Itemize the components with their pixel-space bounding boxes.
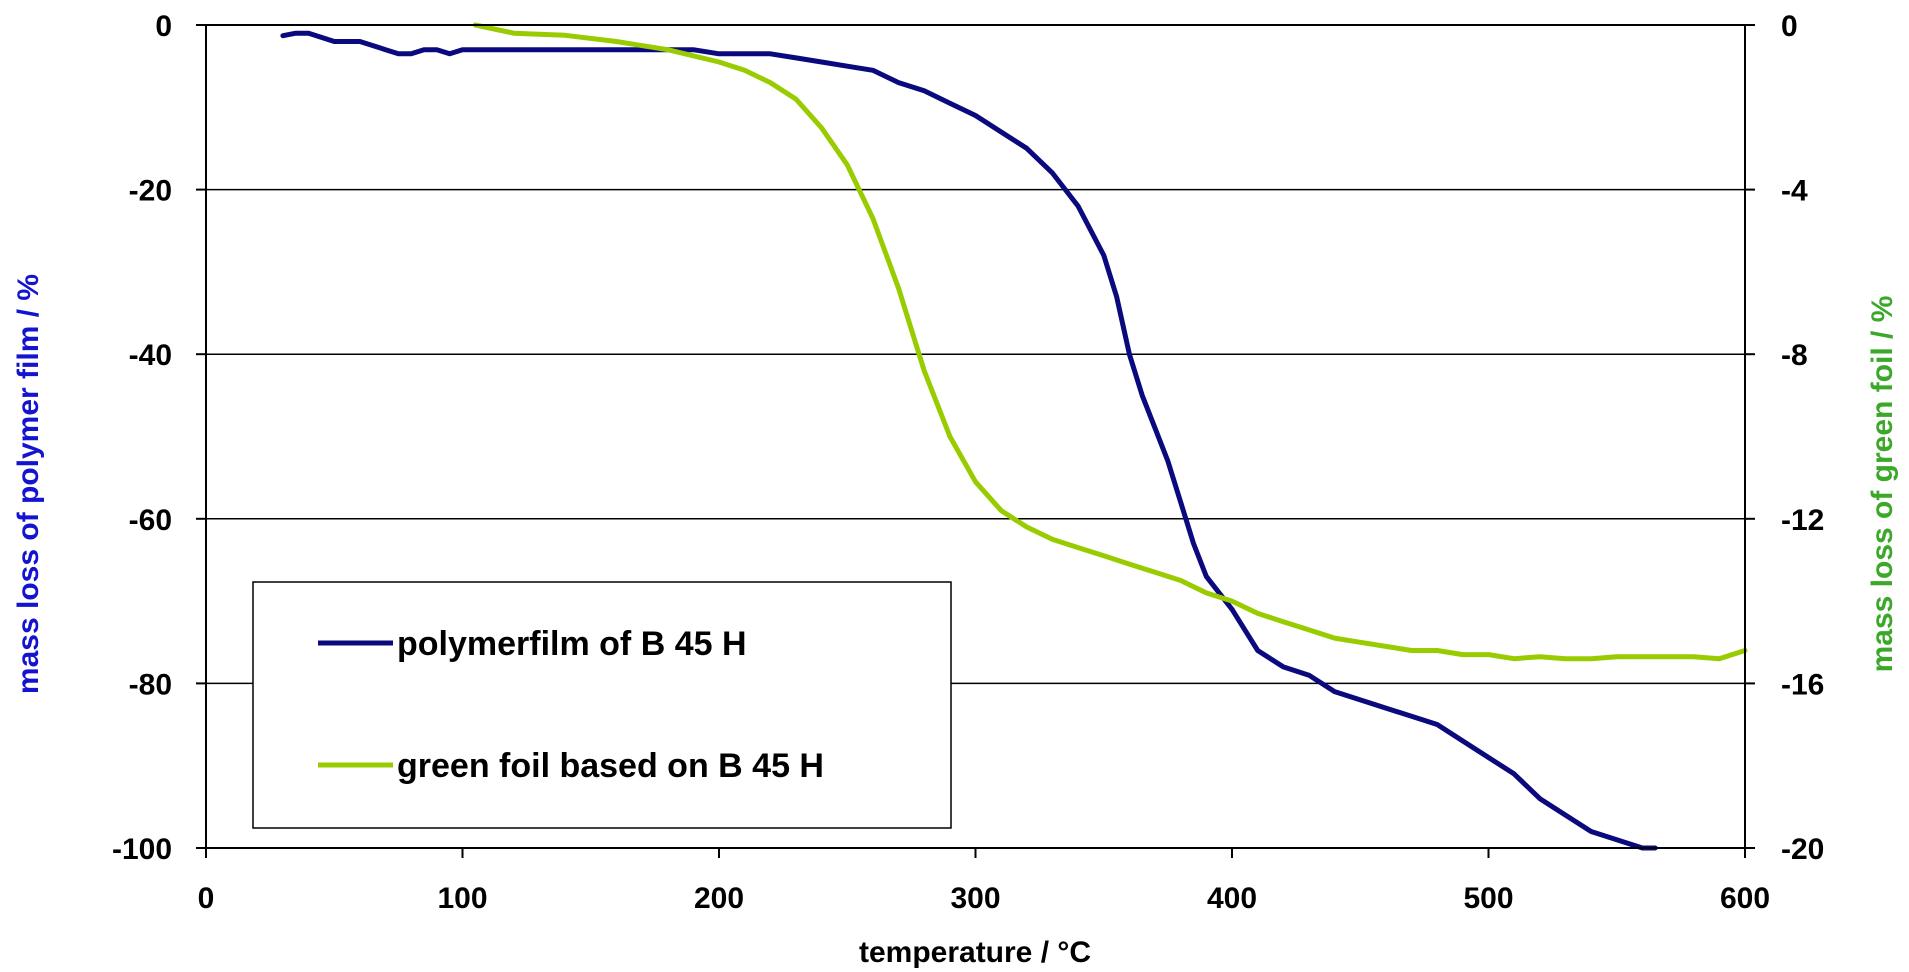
- y-left-tick-label: -40: [129, 339, 172, 372]
- x-tick-label: 500: [1463, 882, 1513, 915]
- y-right-tick-label: -16: [1781, 668, 1824, 701]
- x-tick-label: 300: [950, 882, 1000, 915]
- y-right-tick-label: -20: [1781, 833, 1824, 866]
- y-left-tick-label: -60: [129, 504, 172, 537]
- y-right-tick-label: 0: [1781, 10, 1798, 43]
- x-tick-label: 100: [437, 882, 487, 915]
- series-lines: [280, 22, 1748, 851]
- legend-label-polymerfilm: polymerfilm of B 45 H: [397, 625, 747, 663]
- legend-box: [252, 581, 952, 829]
- y-right-tick-label: -8: [1781, 339, 1808, 372]
- y-left-tick-label: -20: [129, 175, 172, 208]
- legend-label-green-foil: green foil based on B 45 H: [397, 747, 824, 785]
- y-left-tick-label: -80: [129, 668, 172, 701]
- right-y-axis-title: mass loss of green foil / %: [1866, 296, 1899, 673]
- x-tick-label: 0: [198, 882, 215, 915]
- series-line-polymerfilm: [280, 30, 1658, 851]
- legend: polymerfilm of B 45 H green foil based o…: [252, 581, 952, 829]
- x-tick-label: 200: [694, 882, 744, 915]
- y-left-tick-label: -100: [112, 833, 172, 866]
- left-y-axis-title: mass loss of polymer film / %: [12, 274, 45, 694]
- y-left-tick-label: 0: [155, 10, 172, 43]
- axis-ticks: 0 -20 -40 -60 -80 -100 0 -4 -8 -12 -16 -20 0 100 200 30…: [112, 10, 1824, 915]
- y-right-tick-label: -12: [1781, 504, 1824, 537]
- y-right-tick-label: -4: [1781, 175, 1808, 208]
- x-tick-label: 600: [1720, 882, 1770, 915]
- x-axis-title: temperature / °C: [859, 936, 1091, 969]
- x-tick-label: 400: [1207, 882, 1257, 915]
- series-line-green-foil: [472, 22, 1748, 662]
